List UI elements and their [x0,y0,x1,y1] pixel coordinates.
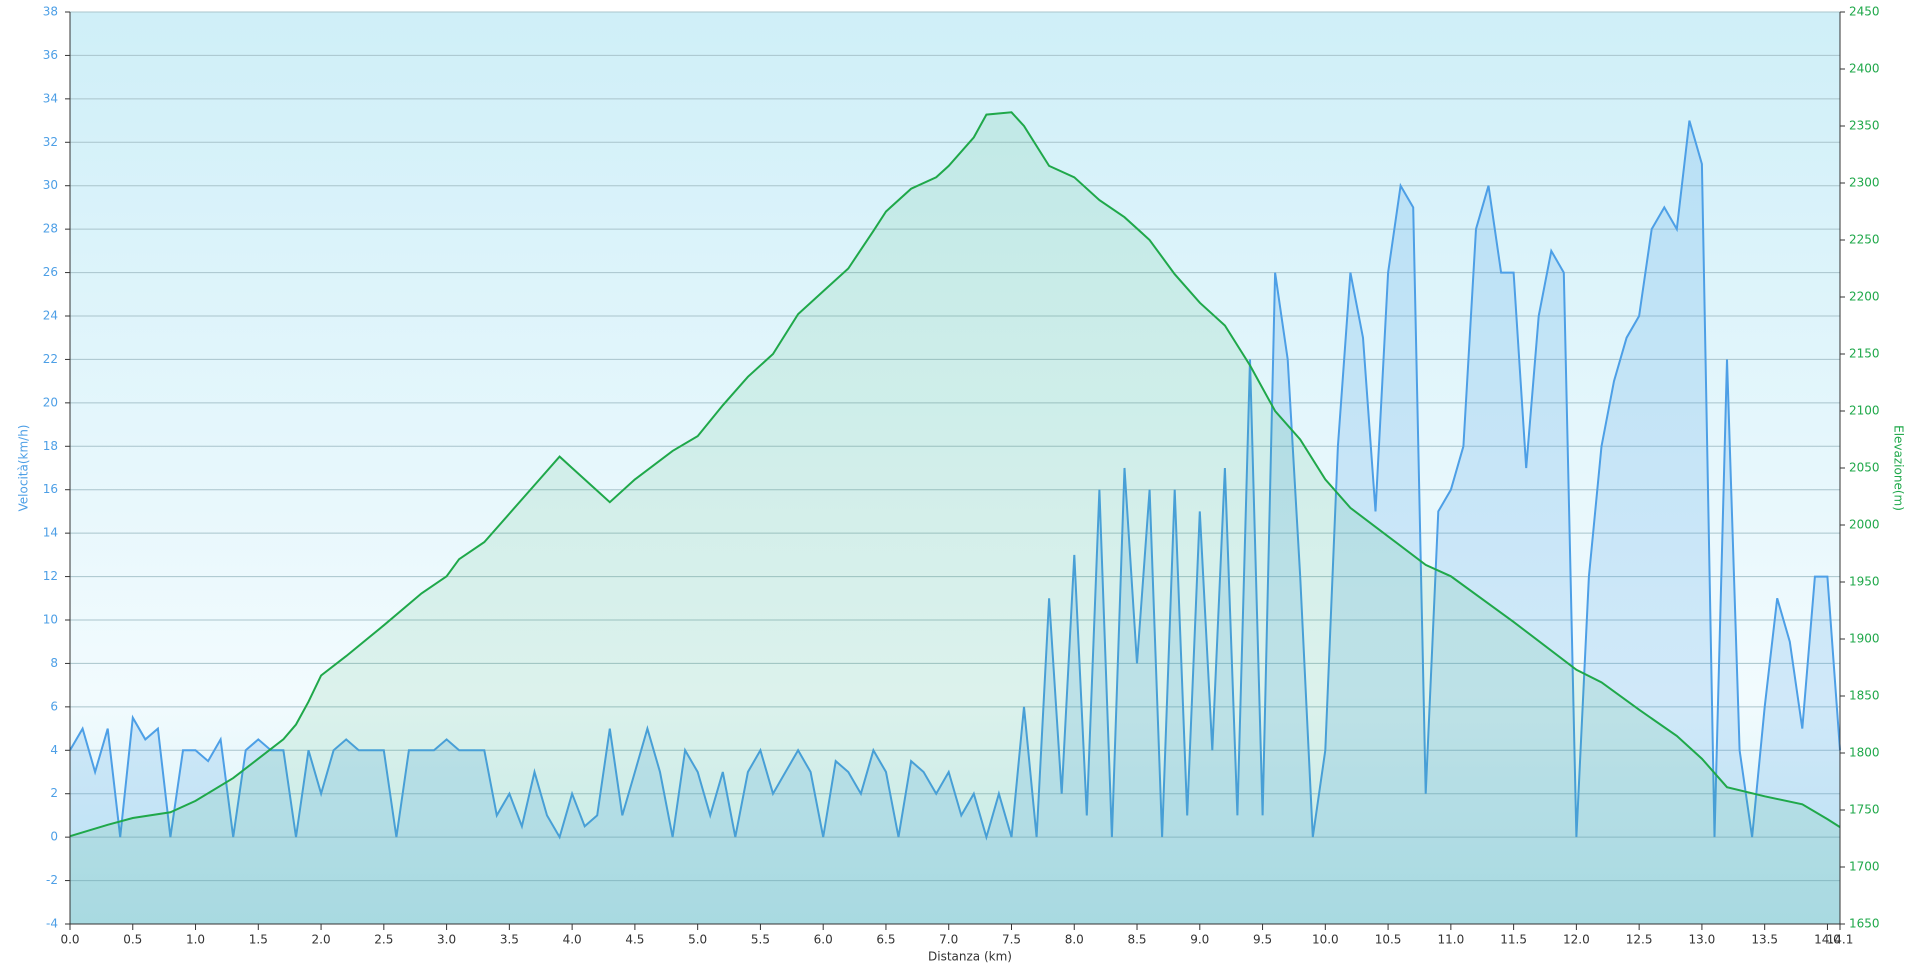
y2-tick-label: 1650 [1849,917,1880,931]
x-tick-label: 7.5 [1002,933,1021,947]
y2-tick-label: 1850 [1849,689,1880,703]
y-tick-label: 38 [43,5,58,19]
x-tick-label: 3.5 [500,933,519,947]
y2-tick-label: 1950 [1849,575,1880,589]
y-tick-label: 30 [43,178,58,192]
x-tick-label: 0.0 [60,933,79,947]
x-tick-label: 8.0 [1065,933,1084,947]
y-tick-label: 28 [43,222,58,236]
x-tick-label: 7.0 [939,933,958,947]
y-tick-label: 26 [43,265,58,279]
y2-tick-label: 1900 [1849,632,1880,646]
x-tick-label: 0.5 [123,933,142,947]
x-tick-label: 2.5 [374,933,393,947]
series-line [69,120,1841,841]
x-tick-label: 4.5 [625,933,644,947]
series-area [70,120,1840,925]
y-tick-label: 0 [50,830,58,844]
x-tick-label: 6.0 [814,933,833,947]
y2-tick-label: 2100 [1849,404,1880,418]
y2-tick-label: 1700 [1849,860,1880,874]
x-tick-label: 12.0 [1563,933,1590,947]
y-tick-label: 36 [43,48,58,62]
x-tick-label: 11.0 [1437,933,1464,947]
x-tick-label: 1.5 [249,933,268,947]
y2-tick-label: 2300 [1849,176,1880,190]
y-tick-label: 12 [43,569,58,583]
x-tick-label: 4.0 [563,933,582,947]
x-tick-label: 12.5 [1626,933,1653,947]
x-tick-label: 14.0 [1814,933,1841,947]
x-tick-label: 1.0 [186,933,205,947]
y2-tick-label: 2200 [1849,290,1880,304]
x-tick-label: 11.5 [1500,933,1527,947]
y2-tick-label: 2150 [1849,347,1880,361]
y2-tick-label: 2050 [1849,461,1880,475]
x-axis-label: Distanza (km) [928,950,1012,964]
y2-tick-label: 1800 [1849,746,1880,760]
x-tick-label: 3.0 [437,933,456,947]
x-tick-label: 10.0 [1312,933,1339,947]
y-tick-label: 14 [43,526,58,540]
x-tick-label: 9.0 [1190,933,1209,947]
x-tick-label: 14.1 [1827,933,1854,947]
x-tick-label: 5.5 [751,933,770,947]
x-tick-label: 10.5 [1375,933,1402,947]
y-tick-label: 2 [50,786,58,800]
y-tick-label: 32 [43,135,58,149]
y-tick-label: 4 [50,743,58,757]
y-tick-label: 16 [43,482,58,496]
y2-tick-label: 2450 [1849,5,1880,19]
y-tick-label: 10 [43,613,58,627]
y2-tick-label: 2000 [1849,518,1880,532]
y-tick-label: 20 [43,395,58,409]
x-tick-label: 5.0 [688,933,707,947]
y-tick-label: 8 [50,656,58,670]
series-line [69,111,1841,838]
y-tick-label: 22 [43,352,58,366]
y-tick-label: 24 [43,309,58,323]
y-tick-label: -2 [46,873,58,887]
y2-tick-label: 2250 [1849,233,1880,247]
y-tick-label: 34 [43,91,58,105]
x-tick-label: 13.5 [1751,933,1778,947]
y-tick-label: 6 [50,699,58,713]
y2-tick-label: 2350 [1849,119,1880,133]
y-tick-label: -4 [46,917,58,931]
x-tick-label: 2.0 [312,933,331,947]
series-area [70,112,1840,925]
x-tick-label: 9.5 [1253,933,1272,947]
x-tick-label: 6.5 [876,933,895,947]
plot-background [70,12,1840,924]
y2-axis-label: Elevazione(m) [1892,425,1906,511]
x-tick-label: 13.0 [1689,933,1716,947]
y2-tick-label: 2400 [1849,62,1880,76]
y2-tick-label: 1750 [1849,803,1880,817]
y-axis-label: Velocità(km/h) [17,425,31,512]
x-tick-label: 8.5 [1127,933,1146,947]
y-tick-label: 18 [43,439,58,453]
